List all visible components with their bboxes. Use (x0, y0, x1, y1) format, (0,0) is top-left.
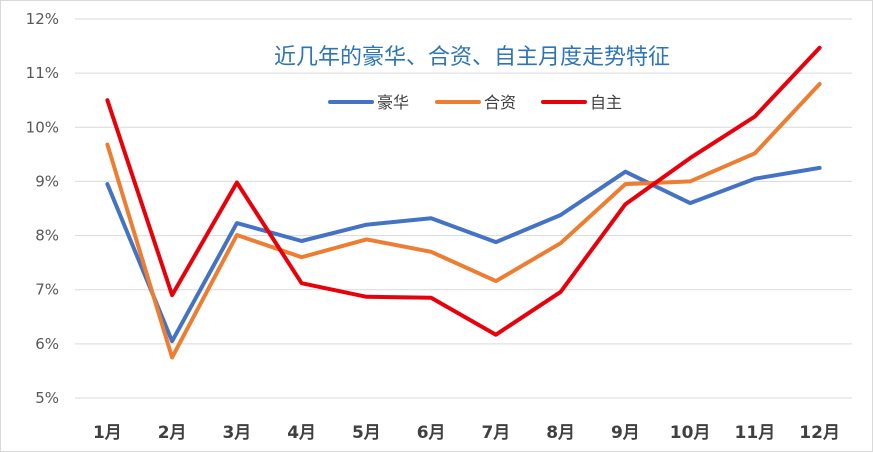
y-tick-label: 9% (35, 172, 59, 190)
series-line-2 (105, 82, 822, 360)
legend: 豪华 合资 自主 (328, 93, 622, 112)
y-axis-ticks: 5% 6% 7% 8% 9% 10% 11% 12% (26, 10, 59, 407)
x-tick-label: 11月 (735, 423, 776, 443)
y-tick-label: 11% (26, 64, 59, 82)
series-line-1 (105, 165, 822, 344)
chart-title: 近几年的豪华、合资、自主月度走势特征 (274, 45, 670, 70)
x-tick-label: 2月 (158, 423, 187, 443)
x-axis-ticks: 1月 2月 3月 4月 5月 6月 7月 8月 9月 10月 11月 12月 (93, 423, 840, 443)
series-line-3 (105, 45, 822, 337)
legend-label: 豪华 (377, 93, 409, 112)
legend-label: 自主 (590, 93, 622, 112)
grid-lines (75, 18, 852, 399)
x-tick-label: 1月 (93, 423, 122, 443)
x-tick-label: 4月 (287, 423, 316, 443)
series-lines (105, 45, 822, 360)
y-tick-label: 12% (26, 10, 59, 28)
x-tick-label: 8月 (546, 423, 575, 443)
x-tick-label: 9月 (611, 423, 640, 443)
y-tick-label: 8% (35, 227, 59, 245)
y-tick-label: 5% (35, 389, 59, 407)
x-tick-label: 10月 (670, 423, 711, 443)
y-tick-label: 7% (35, 281, 59, 299)
y-tick-label: 6% (35, 335, 59, 353)
x-tick-label: 5月 (352, 423, 381, 443)
x-tick-label: 7月 (481, 423, 510, 443)
x-tick-label: 3月 (222, 423, 251, 443)
x-tick-label: 6月 (417, 423, 446, 443)
y-tick-label: 10% (26, 118, 59, 136)
legend-label: 合资 (484, 93, 516, 112)
x-tick-label: 12月 (799, 423, 840, 443)
